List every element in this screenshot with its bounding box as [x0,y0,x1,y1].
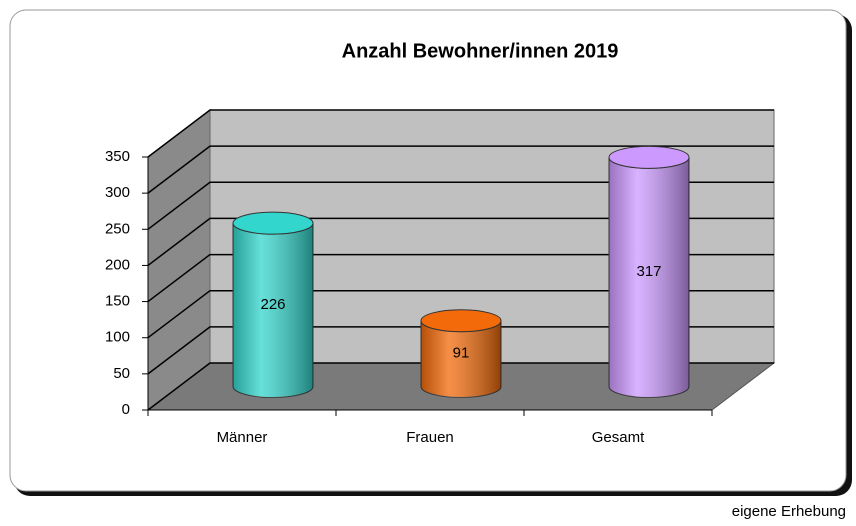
y-tick-label: 150 [105,293,130,310]
grid-line [147,109,774,158]
x-tick-label: Frauen [406,429,454,446]
side-wall [147,108,211,412]
y-tick-label: 100 [105,329,130,346]
source-note: eigene Erhebung [732,503,846,520]
y-tick-label: 300 [105,184,130,201]
bar-top [232,211,314,235]
grid-line [147,181,774,230]
y-tick-label: 50 [113,365,130,382]
bar-top [420,309,502,333]
grid-line [147,326,774,375]
x-tick-label: Männer [217,429,268,446]
bar-top [608,145,690,169]
grid-line [147,289,774,339]
value-label: 91 [453,345,470,362]
value-label: 317 [636,263,661,280]
y-tick-label: 0 [122,401,130,418]
bar-shade [421,320,501,398]
x-tick-label: Gesamt [592,429,645,446]
plot-area: 0 50 100 150 200 250 300 350 Männer 226 Frauen 91 Ge… [105,108,776,446]
value-label: 226 [260,296,285,313]
bar-shade [233,223,313,398]
chart-title: Anzahl Bewohner/innen 2019 [342,40,619,62]
grid-line [147,145,774,194]
bar-shade [609,157,689,398]
grid-line [147,253,774,303]
y-tick-label: 250 [105,220,130,237]
y-tick-label: 350 [105,148,130,165]
y-tick-label: 200 [105,256,130,273]
grid-line [147,217,774,267]
grid-line [147,362,774,411]
